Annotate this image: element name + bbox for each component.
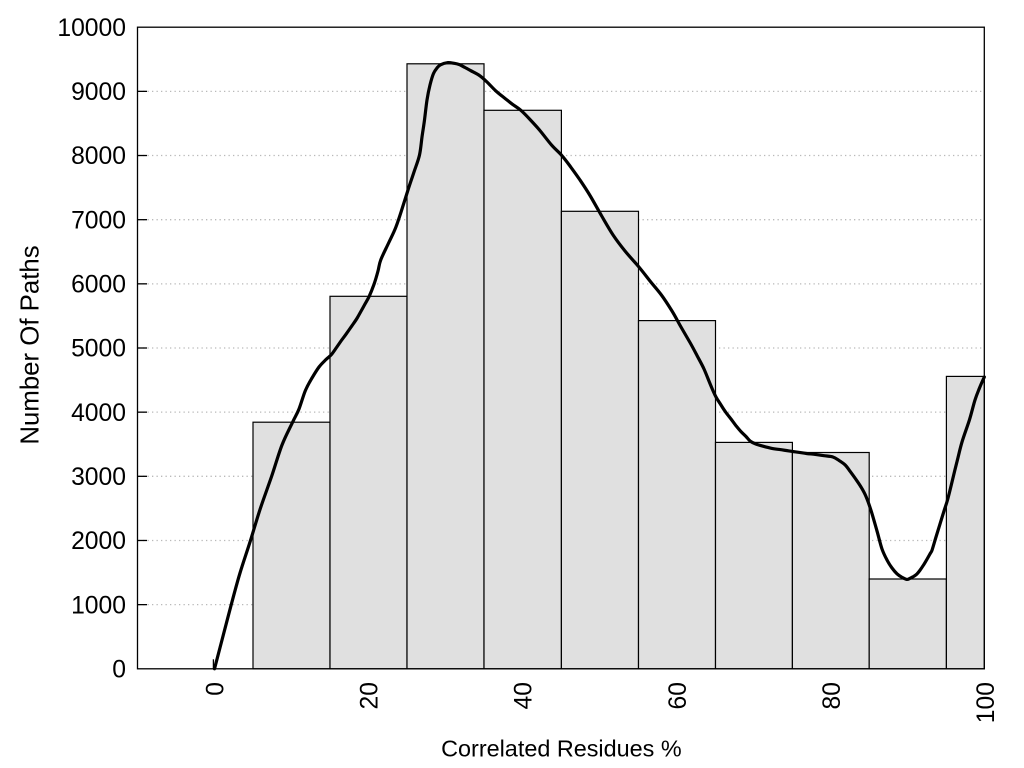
svg-text:10000: 10000 <box>57 15 126 42</box>
svg-text:Number Of Paths: Number Of Paths <box>17 245 45 444</box>
svg-text:60: 60 <box>665 682 692 709</box>
svg-text:8000: 8000 <box>71 143 126 170</box>
svg-text:0: 0 <box>112 657 126 684</box>
svg-text:3000: 3000 <box>71 464 126 491</box>
svg-text:Correlated Residues %: Correlated Residues % <box>441 736 682 762</box>
svg-text:40: 40 <box>511 682 538 709</box>
svg-text:4000: 4000 <box>71 400 126 427</box>
svg-text:80: 80 <box>819 682 846 709</box>
svg-text:0: 0 <box>202 682 229 696</box>
svg-text:2000: 2000 <box>71 528 126 555</box>
svg-text:6000: 6000 <box>71 272 126 299</box>
svg-text:7000: 7000 <box>71 207 126 234</box>
svg-text:1000: 1000 <box>71 592 126 619</box>
svg-text:9000: 9000 <box>71 79 126 106</box>
svg-text:100: 100 <box>973 682 1000 723</box>
svg-text:5000: 5000 <box>71 336 126 363</box>
svg-text:20: 20 <box>357 682 384 709</box>
